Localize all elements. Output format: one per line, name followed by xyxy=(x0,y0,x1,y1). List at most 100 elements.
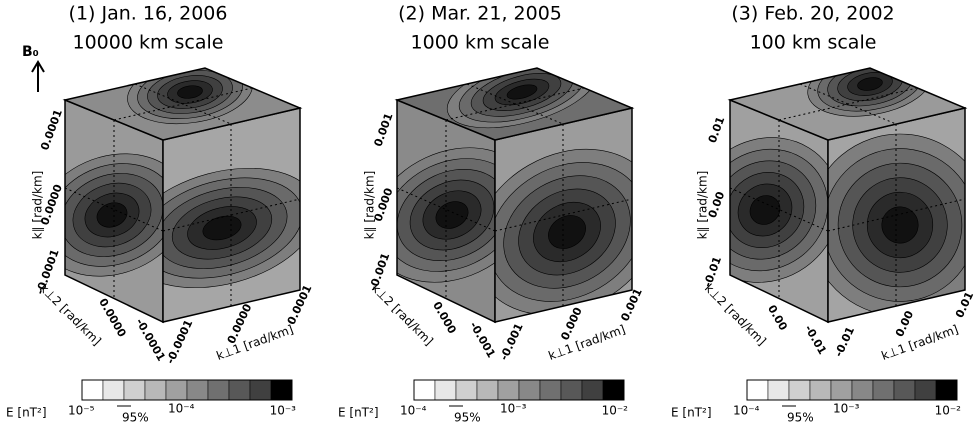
colorbar-cell xyxy=(746,379,769,401)
contours xyxy=(397,147,495,283)
colorbar-cell xyxy=(914,379,937,401)
colorbar-cell xyxy=(186,379,209,401)
k-par-label: k∥ [rad/km] xyxy=(363,171,377,240)
dotted-guide xyxy=(778,87,918,121)
colorbar-cell xyxy=(851,379,874,401)
k-perp1-tick: 0.01 xyxy=(953,290,975,320)
contour xyxy=(857,77,883,91)
k-par-tick: -0.01 xyxy=(701,255,724,289)
k-perp1-tick: 0.00 xyxy=(893,308,916,338)
k-perp1-label: k⊥1 [rad/km] xyxy=(879,322,960,363)
colorbar-cell xyxy=(767,379,790,401)
colorbar-cell xyxy=(81,379,104,401)
k-perp1-tick: -0.0001 xyxy=(164,318,196,366)
colorbar-frame xyxy=(81,379,293,401)
panel-title: (1) Jan. 16, 2006 xyxy=(69,3,228,25)
panel-scale: 1000 km scale xyxy=(411,32,550,54)
colorbar-cell xyxy=(560,379,583,401)
colorbar-cell xyxy=(893,379,916,401)
colorbar-cell xyxy=(581,379,604,401)
contours xyxy=(163,167,300,289)
dotted-guide xyxy=(445,87,585,121)
k-perp2-label: k⊥2 [rad/km] xyxy=(702,281,769,348)
contour xyxy=(202,215,242,241)
colorbar-max: 10⁻² xyxy=(602,404,629,418)
colorbar-label: E [nT²] xyxy=(671,406,712,420)
colorbar-cell xyxy=(165,379,188,401)
k-perp2-tick: 0.000 xyxy=(430,299,459,336)
colorbar-cell xyxy=(144,379,167,401)
k-perp1-label: k⊥1 [rad/km] xyxy=(214,322,295,363)
colorbar-mid: 10⁻³ xyxy=(833,402,860,416)
panel: (2) Mar. 21, 2005 1000 km scale k∥ [rad/km… xyxy=(338,3,645,425)
colorbar-cell xyxy=(497,379,520,401)
colorbar-cell xyxy=(207,379,230,401)
colorbar-cell xyxy=(413,379,436,401)
colorbar-cell xyxy=(518,379,541,401)
panel-scale: 100 km scale xyxy=(750,32,877,54)
k-par-tick: 0.01 xyxy=(706,115,727,145)
colorbar-cell xyxy=(788,379,811,401)
contour xyxy=(177,85,203,99)
cube-edge xyxy=(727,67,968,141)
panel-scale: 10000 km scale xyxy=(73,32,224,54)
contours xyxy=(127,68,253,125)
colorbar-cell xyxy=(476,379,499,401)
colorbar-cell xyxy=(123,379,146,401)
colorbar-cell xyxy=(228,379,251,401)
colorbar-min: 10⁻⁴ xyxy=(400,404,427,418)
colorbar-ci: 95% xyxy=(787,411,814,425)
colorbar-ci: 95% xyxy=(454,411,481,425)
colorbar-mid: 10⁻³ xyxy=(500,402,527,416)
k-par-label: k∥ [rad/km] xyxy=(31,171,45,240)
panel-title: (3) Feb. 20, 2002 xyxy=(731,3,894,25)
colorbar-frame xyxy=(746,379,958,401)
k-par-tick: 0.0001 xyxy=(38,108,65,152)
k-perp1-tick: -0.01 xyxy=(832,325,857,359)
colorbar-label: E [nT²] xyxy=(6,406,47,420)
colorbar-max: 10⁻² xyxy=(935,404,962,418)
colorbar-max: 10⁻³ xyxy=(270,404,297,418)
contours xyxy=(495,148,632,316)
colorbar-cell xyxy=(102,379,125,401)
colorbar-label: E [nT²] xyxy=(338,406,379,420)
k-perp2-tick: 0.00 xyxy=(765,303,790,333)
colorbar-cell xyxy=(434,379,457,401)
dotted-guide xyxy=(113,87,253,121)
colorbar-cell xyxy=(872,379,895,401)
k-perp2-tick: -0.01 xyxy=(802,323,829,357)
dotted-guide xyxy=(162,198,301,232)
colorbar-cell xyxy=(830,379,853,401)
k-perp2-tick: -0.0001 xyxy=(133,316,168,363)
contours xyxy=(65,153,163,277)
cube-edge xyxy=(62,67,303,141)
contour xyxy=(548,215,586,249)
k-perp1-label: k⊥1 [rad/km] xyxy=(546,322,627,363)
cube-edge xyxy=(394,67,635,141)
contour xyxy=(881,206,919,244)
k-perp1-tick: -0.001 xyxy=(497,321,525,362)
contour xyxy=(506,84,538,100)
colorbar-mid: 10⁻⁴ xyxy=(168,402,195,416)
contours xyxy=(828,133,965,317)
colorbar-cell xyxy=(809,379,832,401)
panel: (3) Feb. 20, 2002 100 km scale k∥ [rad/km]… xyxy=(671,3,975,425)
contours xyxy=(730,137,828,283)
panel-title: (2) Mar. 21, 2005 xyxy=(398,3,562,25)
contour xyxy=(749,195,781,225)
colorbar-cell xyxy=(270,379,293,401)
colorbar-frame xyxy=(413,379,625,401)
colorbar-min: 10⁻⁴ xyxy=(733,404,760,418)
panel: (1) Jan. 16, 2006 10000 km scale k∥ [rad/k… xyxy=(6,3,314,425)
colorbar-cell xyxy=(249,379,272,401)
colorbar-cell xyxy=(539,379,562,401)
colorbar-cell xyxy=(455,379,478,401)
dotted-guide xyxy=(494,198,633,232)
b0-label: B₀ xyxy=(22,44,39,60)
k-par-tick: -0.001 xyxy=(367,251,393,292)
k-par-tick: -0.0001 xyxy=(33,248,61,297)
colorbar-min: 10⁻⁵ xyxy=(68,404,95,418)
colorbar-cell xyxy=(935,379,958,401)
colorbar-ci: 95% xyxy=(122,411,149,425)
